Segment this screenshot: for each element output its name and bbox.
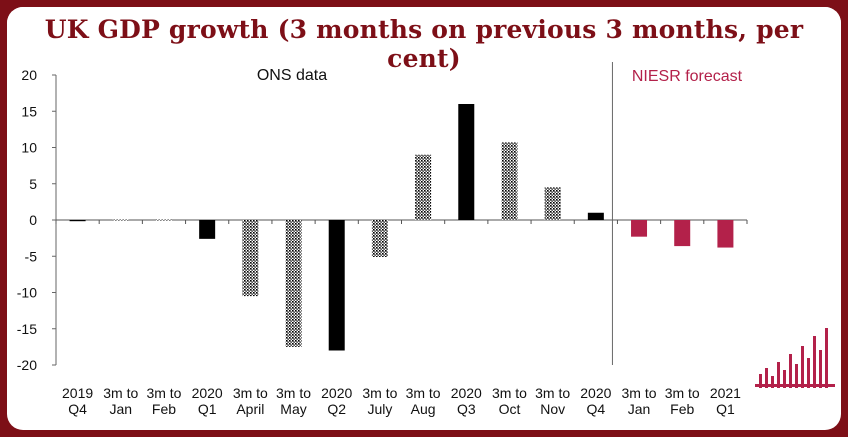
y-tick-label: 5 [29, 176, 37, 192]
logo-bar [765, 368, 768, 388]
bar [415, 154, 432, 220]
niesr-forecast-label: NIESR forecast [632, 68, 743, 85]
niesr-logo [755, 328, 835, 388]
logo-bar [783, 370, 786, 388]
x-tick-label: 2020 [451, 385, 482, 401]
title-band: UK GDP growth (3 months on previous 3 mo… [7, 7, 841, 73]
logo-bar [771, 376, 774, 388]
x-tick-label: Feb [152, 401, 176, 417]
y-tick-label: -5 [25, 248, 38, 264]
logo-base [755, 384, 835, 387]
chart-title: UK GDP growth (3 months on previous 3 mo… [44, 15, 804, 73]
bar [328, 220, 345, 351]
bar [199, 220, 216, 239]
x-tick-label: 3m to [622, 385, 657, 401]
x-tick-label: 3m to [406, 385, 441, 401]
x-tick-label: Oct [499, 401, 521, 417]
x-tick-label: 3m to [233, 385, 268, 401]
bar [371, 220, 388, 257]
bar [587, 212, 604, 220]
logo-bar [807, 358, 810, 388]
logo-bar [795, 364, 798, 388]
x-tick-label: 2020 [192, 385, 223, 401]
bar [501, 142, 518, 220]
logo-bar [825, 328, 828, 388]
logo-bar [813, 336, 816, 388]
x-tick-label: May [280, 401, 306, 417]
logo-bar [801, 346, 804, 388]
x-tick-label: Aug [411, 401, 436, 417]
x-tick-label: 3m to [665, 385, 700, 401]
x-tick-label: Jan [628, 401, 651, 417]
logo-bar [819, 350, 822, 388]
y-tick-label: -15 [17, 321, 37, 337]
x-tick-label: 2019 [62, 385, 93, 401]
bar [717, 220, 734, 248]
x-tick-label: 2021 [710, 385, 741, 401]
x-tick-label: 3m to [362, 385, 397, 401]
logo-bar [759, 374, 762, 388]
bar [544, 187, 561, 220]
y-tick-label: 15 [21, 103, 37, 119]
chart-frame: 20 15 10 5 0 -5 -10 -15 -20 2019 Q4 3m to Jan 3m to Fe… [7, 7, 841, 430]
x-tick-label: Q4 [68, 401, 87, 417]
y-tick-label: 0 [29, 212, 37, 228]
bar [69, 220, 86, 222]
x-tick-label: April [236, 401, 264, 417]
bar [458, 104, 475, 220]
x-tick-label: 3m to [492, 385, 527, 401]
y-tick-label: 10 [21, 140, 37, 156]
x-tick-label: 2020 [580, 385, 611, 401]
bar [112, 219, 129, 221]
bar [285, 220, 302, 347]
x-tick-label: Q1 [198, 401, 217, 417]
x-tick-label: 3m to [276, 385, 311, 401]
x-tick-label: Q2 [327, 401, 346, 417]
y-tick-label: 20 [21, 67, 37, 83]
x-tick-label: 2020 [321, 385, 352, 401]
y-tick-label: -10 [17, 285, 37, 301]
y-tick-label: -20 [17, 357, 37, 373]
x-tick-label: Q1 [716, 401, 735, 417]
x-tick-label: 3m to [146, 385, 181, 401]
x-tick-label: Feb [670, 401, 694, 417]
ons-data-label: ONS data [257, 67, 327, 84]
bar [242, 220, 259, 297]
x-tick-label: Q4 [587, 401, 606, 417]
logo-bar [789, 354, 792, 388]
logo-bar [777, 362, 780, 388]
bar [674, 220, 691, 247]
x-tick-label: Q3 [457, 401, 476, 417]
x-tick-label: Jan [109, 401, 132, 417]
x-tick-label: July [367, 401, 392, 417]
bar [631, 220, 648, 237]
x-tick-label: 3m to [535, 385, 570, 401]
x-tick-label: 3m to [103, 385, 138, 401]
bar [155, 219, 172, 221]
x-tick-label: Nov [540, 401, 565, 417]
